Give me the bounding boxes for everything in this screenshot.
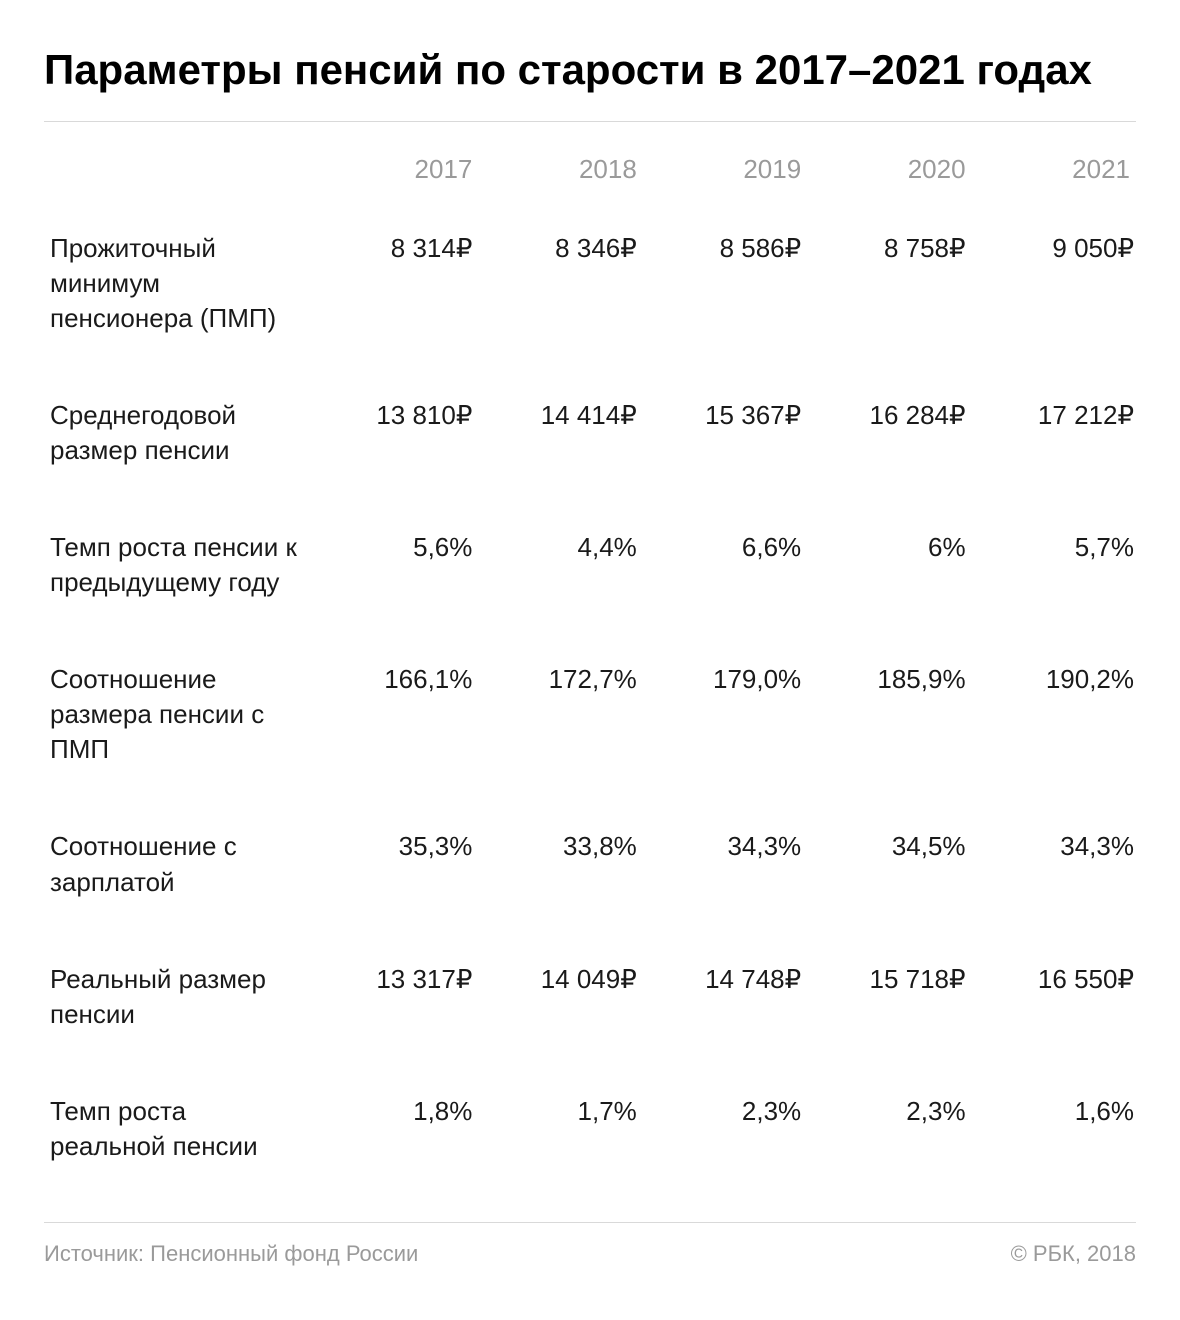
cell-value: 1,6%: [972, 1072, 1136, 1204]
cell-value: 179,0%: [643, 640, 807, 807]
cell-value: 14 049₽: [478, 940, 642, 1072]
cell-value: 5,7%: [972, 508, 1136, 640]
table-header-year: 2020: [807, 150, 971, 209]
cell-value: 13 317₽: [314, 940, 478, 1072]
footer-source: Источник: Пенсионный фонд России: [44, 1241, 418, 1267]
title-divider: [44, 121, 1136, 122]
table-row: Темп роста пенсии к предыдущему году 5,6…: [44, 508, 1136, 640]
table-row: Прожиточный минимум пенсионера (ПМП) 8 3…: [44, 209, 1136, 376]
footer: Источник: Пенсионный фонд России © РБК, …: [44, 1241, 1136, 1267]
cell-value: 1,7%: [478, 1072, 642, 1204]
cell-value: 14 748₽: [643, 940, 807, 1072]
row-label: Реальный размер пенсии: [44, 940, 314, 1072]
table-header-year: 2017: [314, 150, 478, 209]
table-header-year: 2019: [643, 150, 807, 209]
cell-value: 6,6%: [643, 508, 807, 640]
cell-value: 14 414₽: [478, 376, 642, 508]
cell-value: 2,3%: [643, 1072, 807, 1204]
pension-table: 2017 2018 2019 2020 2021 Прожиточный мин…: [44, 150, 1136, 1205]
page-title: Параметры пенсий по старости в 2017–2021…: [44, 44, 1136, 97]
row-label: Соотношение размера пенсии с ПМП: [44, 640, 314, 807]
footer-divider: [44, 1222, 1136, 1223]
cell-value: 17 212₽: [972, 376, 1136, 508]
row-label: Среднегодовой размер пенсии: [44, 376, 314, 508]
cell-value: 9 050₽: [972, 209, 1136, 376]
table-header-year: 2018: [478, 150, 642, 209]
row-label: Соотношение с зарплатой: [44, 807, 314, 939]
cell-value: 185,9%: [807, 640, 971, 807]
cell-value: 8 758₽: [807, 209, 971, 376]
cell-value: 34,3%: [643, 807, 807, 939]
cell-value: 6%: [807, 508, 971, 640]
table-header-empty: [44, 150, 314, 209]
row-label: Темп роста реальной пенсии: [44, 1072, 314, 1204]
cell-value: 8 346₽: [478, 209, 642, 376]
cell-value: 166,1%: [314, 640, 478, 807]
cell-value: 8 586₽: [643, 209, 807, 376]
cell-value: 15 718₽: [807, 940, 971, 1072]
cell-value: 190,2%: [972, 640, 1136, 807]
cell-value: 5,6%: [314, 508, 478, 640]
table-row: Среднегодовой размер пенсии 13 810₽ 14 4…: [44, 376, 1136, 508]
table-row: Соотношение размера пенсии с ПМП 166,1% …: [44, 640, 1136, 807]
table-row: Реальный размер пенсии 13 317₽ 14 049₽ 1…: [44, 940, 1136, 1072]
table-row: Соотношение с зарплатой 35,3% 33,8% 34,3…: [44, 807, 1136, 939]
cell-value: 16 284₽: [807, 376, 971, 508]
cell-value: 34,5%: [807, 807, 971, 939]
cell-value: 8 314₽: [314, 209, 478, 376]
cell-value: 13 810₽: [314, 376, 478, 508]
cell-value: 1,8%: [314, 1072, 478, 1204]
cell-value: 15 367₽: [643, 376, 807, 508]
footer-copyright: © РБК, 2018: [1011, 1241, 1136, 1267]
cell-value: 33,8%: [478, 807, 642, 939]
cell-value: 2,3%: [807, 1072, 971, 1204]
row-label: Темп роста пенсии к предыдущему году: [44, 508, 314, 640]
cell-value: 35,3%: [314, 807, 478, 939]
table-header-year: 2021: [972, 150, 1136, 209]
cell-value: 16 550₽: [972, 940, 1136, 1072]
table-header-row: 2017 2018 2019 2020 2021: [44, 150, 1136, 209]
cell-value: 4,4%: [478, 508, 642, 640]
row-label: Прожиточный минимум пенсионера (ПМП): [44, 209, 314, 376]
cell-value: 172,7%: [478, 640, 642, 807]
cell-value: 34,3%: [972, 807, 1136, 939]
table-row: Темп роста реальной пенсии 1,8% 1,7% 2,3…: [44, 1072, 1136, 1204]
